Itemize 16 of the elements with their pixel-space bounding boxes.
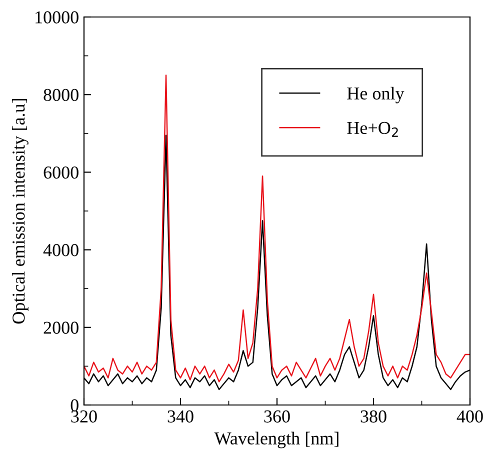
line-series	[84, 74, 470, 382]
x-tick-label: 320	[71, 410, 97, 423]
x-tick-label: 340	[168, 410, 194, 423]
legend-label: He+O$_{2}$	[347, 122, 398, 137]
x-axis-title: Wavelength [nm]	[214, 432, 338, 448]
x-tick-label: 400	[456, 410, 483, 423]
y-axis-title: Optical emission intensity [a.u]	[12, 99, 28, 324]
legend-label: He only	[347, 86, 404, 104]
y-tick-label: 8000	[44, 88, 78, 102]
y-tick-label: 4000	[43, 244, 78, 256]
y-tick-label: 0	[70, 399, 78, 412]
y-tick-label: 10000	[36, 11, 78, 24]
y-tick-label: 2000	[44, 322, 78, 334]
x-tick-label: 360	[264, 410, 290, 423]
y-tick-label: 6000	[44, 166, 78, 179]
x-tick-label: 380	[360, 410, 386, 423]
